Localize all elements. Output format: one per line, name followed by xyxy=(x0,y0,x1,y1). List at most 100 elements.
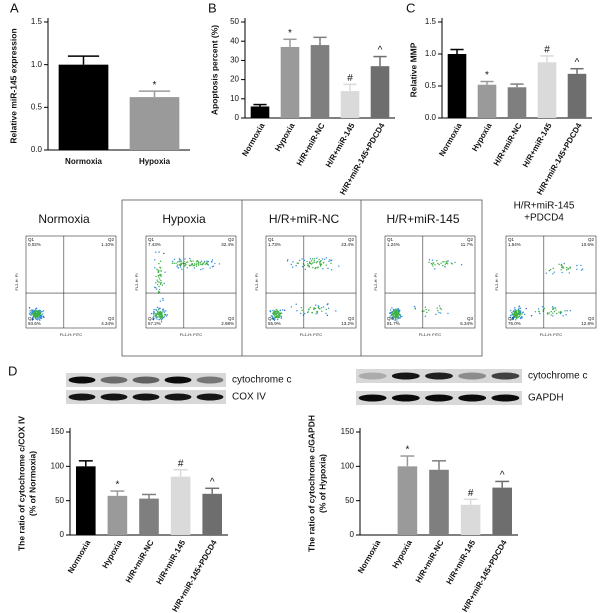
quadrant-name: Q3 xyxy=(588,316,595,321)
flow-dot xyxy=(160,315,162,317)
flow-dot xyxy=(558,311,560,313)
flow-dot xyxy=(158,281,160,283)
flow-dot xyxy=(398,317,400,319)
flow-dot xyxy=(159,317,162,320)
flow-dot xyxy=(184,258,186,260)
y-tick-label: 40 xyxy=(230,36,239,45)
quadrant-name: Q4 xyxy=(148,316,155,321)
flow-dot xyxy=(315,304,317,306)
flow-dot xyxy=(545,272,547,274)
flow-dot xyxy=(437,310,439,312)
flow-dot xyxy=(184,265,186,267)
flow-dot xyxy=(195,263,197,266)
flow-dot xyxy=(39,315,42,318)
flow-dot xyxy=(197,260,199,262)
flow-dot xyxy=(172,260,174,263)
flow-y-label: FL2-H: PI xyxy=(494,273,499,290)
bar xyxy=(507,87,527,118)
flow-dot xyxy=(316,257,318,259)
flow-dot xyxy=(158,285,160,288)
flow-dot xyxy=(313,308,315,310)
y-tick-label: 1.5 xyxy=(31,17,43,26)
flow-dot xyxy=(198,261,200,263)
flow-dot xyxy=(271,317,274,320)
flow-title: Normoxia xyxy=(38,212,90,226)
flow-dot xyxy=(156,268,158,270)
quadrant-name: Q1 xyxy=(28,237,35,242)
flow-dot xyxy=(199,263,202,265)
flow-dot xyxy=(567,268,570,270)
flow-frame xyxy=(121,199,483,357)
flow-dot xyxy=(568,272,570,274)
flow-dot xyxy=(552,267,554,270)
quadrant-name: Q4 xyxy=(508,316,515,321)
flow-x-label: FL1-H: FITC xyxy=(419,332,441,337)
flow-dot xyxy=(276,312,279,314)
flow-dot xyxy=(521,313,523,315)
flow-dot xyxy=(317,260,319,263)
flow-dot xyxy=(434,264,436,266)
flow-dot xyxy=(316,267,318,269)
flow-dot xyxy=(31,310,33,313)
flow-dot xyxy=(157,269,159,271)
quadrant-percent: 10.6% xyxy=(581,242,594,247)
flow-dot xyxy=(549,268,552,271)
quadrant-percent: 57.2% xyxy=(148,321,161,326)
flow-dot xyxy=(552,306,554,308)
x-tick-label: Hypoxia xyxy=(139,157,171,166)
flow-dot xyxy=(307,264,309,267)
flow-dot xyxy=(156,306,159,309)
flow-dot xyxy=(178,264,181,266)
flow-dot xyxy=(397,311,400,313)
flow-dot xyxy=(389,312,391,315)
flow-dot xyxy=(159,260,162,262)
panel-letter: B xyxy=(208,0,217,15)
flow-title: +PDCD4 xyxy=(524,213,564,224)
flow-dot xyxy=(295,265,297,267)
flow-dot xyxy=(155,316,157,319)
quadrant-percent: 1.24% xyxy=(387,242,400,247)
flow-dot xyxy=(38,309,40,312)
flow-dot xyxy=(37,313,39,316)
flow-dot xyxy=(522,311,524,314)
quadrant-percent: 23.4% xyxy=(341,242,354,247)
y-tick-label: 1.0 xyxy=(31,60,43,69)
y-tick-label: 1.5 xyxy=(425,17,437,26)
flow-dot xyxy=(276,318,279,321)
bar xyxy=(492,487,512,535)
flow-dot xyxy=(29,314,32,316)
flow-dot xyxy=(274,316,277,319)
flow-dot xyxy=(325,312,327,315)
flow-dot xyxy=(428,261,430,264)
flow-dot xyxy=(553,271,555,273)
flow-dot xyxy=(211,259,214,261)
y-tick-label: 1.0 xyxy=(425,49,437,58)
flow-dot xyxy=(550,310,552,313)
flow-dot xyxy=(277,315,280,317)
flow-dot xyxy=(218,263,221,265)
y-tick-label: 0.0 xyxy=(31,145,43,154)
flow-dot xyxy=(523,313,526,316)
blot-band xyxy=(358,394,387,402)
x-tick-label: Normoxia xyxy=(356,538,383,575)
quadrant-name: Q2 xyxy=(588,237,595,242)
bar xyxy=(537,62,557,118)
flow-dot xyxy=(38,314,41,316)
annotation: * xyxy=(153,80,157,91)
flow-dot xyxy=(160,270,163,272)
flow-dot xyxy=(518,315,521,318)
flow-dot xyxy=(273,310,276,312)
flow-dot xyxy=(177,267,179,269)
x-tick-label: H/R+miR-NC xyxy=(492,121,524,167)
flow-dot xyxy=(181,262,183,264)
flow-dot xyxy=(207,260,210,263)
flow-plot xyxy=(384,235,476,329)
flow-dot xyxy=(552,315,554,317)
flow-dot xyxy=(518,305,520,307)
flow-dot xyxy=(552,308,554,311)
flow-dot xyxy=(28,313,31,315)
flow-dot xyxy=(576,264,578,267)
flow-dot xyxy=(518,311,520,313)
flow-dot xyxy=(390,317,393,319)
flow-dot xyxy=(153,311,155,314)
